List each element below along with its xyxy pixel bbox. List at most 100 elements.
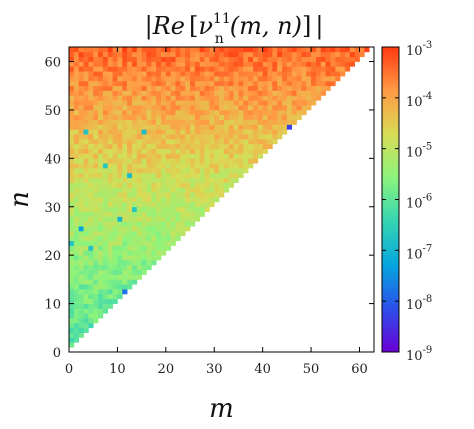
heatmap-cell [296, 56, 302, 62]
heatmap-cell [190, 76, 196, 82]
heatmap-cell [238, 47, 244, 53]
heatmap-cell [73, 187, 80, 193]
x-tick-label: 20 [158, 362, 175, 377]
heatmap-cell [214, 148, 220, 154]
heatmap-cell [170, 153, 176, 159]
heatmap-cell [219, 90, 225, 96]
heatmap-cell [127, 279, 133, 285]
heatmap-cell [165, 240, 172, 246]
heatmap-cell [141, 143, 147, 150]
heatmap-cell [122, 172, 128, 179]
heatmap-cell [102, 235, 109, 242]
heatmap-cell [330, 47, 336, 53]
heatmap-cell [98, 163, 104, 169]
heatmap-cell [88, 260, 94, 266]
heatmap-cell [233, 76, 239, 82]
heatmap-cell [243, 114, 249, 120]
heatmap-cell [102, 264, 109, 271]
heatmap-cell [248, 66, 254, 72]
heatmap-cell [233, 61, 239, 67]
heatmap-cell [78, 269, 84, 275]
heatmap-cell [146, 138, 152, 145]
heatmap-cell [277, 105, 283, 111]
heatmap-cell [93, 114, 99, 120]
heatmap-cell [93, 221, 99, 227]
heatmap-cell [88, 235, 94, 242]
heatmap-cell [73, 51, 80, 58]
colorbar-ticks: 10-310-410-510-610-710-810-9 [382, 40, 432, 364]
heatmap-cell [194, 105, 201, 111]
heatmap-cell [156, 66, 162, 72]
heatmap-cell [243, 56, 249, 62]
heatmap-cell [252, 47, 259, 53]
heatmap-cell [257, 61, 264, 67]
heatmap-cell [93, 51, 99, 58]
heatmap-cell [160, 187, 167, 193]
heatmap-cell [136, 114, 142, 120]
heatmap-cells [69, 47, 370, 348]
heatmap-cell [185, 90, 191, 96]
heatmap-cell [78, 158, 84, 164]
heatmap-cell [88, 56, 94, 62]
heatmap-cell [117, 105, 123, 111]
heatmap-cell [223, 163, 230, 169]
heatmap-cell [160, 124, 167, 130]
heatmap-cell [185, 119, 191, 125]
heatmap-cell [78, 114, 84, 120]
heatmap-cell [117, 177, 123, 183]
heatmap-cell [88, 274, 94, 280]
heatmap-cell [248, 85, 254, 91]
heatmap-cell [209, 105, 215, 111]
heatmap-cell [204, 47, 210, 53]
heatmap-cell [228, 134, 234, 140]
heatmap-cell [180, 201, 186, 208]
heatmap-cell [160, 56, 167, 62]
heatmap-cell [209, 119, 215, 125]
y-tick-label: 10 [44, 298, 61, 313]
heatmap-cell [127, 255, 133, 261]
heatmap-cell [306, 71, 312, 77]
heatmap-cell [252, 51, 259, 58]
heatmap-cell [69, 240, 75, 246]
heatmap-cell [228, 51, 234, 58]
heatmap-cell [282, 80, 288, 87]
heatmap-cell [330, 66, 336, 72]
heatmap-cell [248, 124, 254, 130]
heatmap-cell [219, 168, 225, 174]
heatmap-cell [93, 313, 99, 319]
heatmap-cell [180, 109, 186, 116]
heatmap-cell [199, 206, 205, 212]
heatmap-cell [73, 148, 80, 154]
heatmap-cell [219, 182, 225, 188]
heatmap-cell [228, 158, 234, 164]
heatmap-cell [73, 235, 80, 242]
heatmap-cell [223, 168, 230, 174]
heatmap-cell [98, 201, 104, 208]
heatmap-cell [93, 293, 99, 300]
heatmap-cell [112, 105, 118, 111]
heatmap-cell [185, 187, 191, 193]
heatmap-cell [238, 148, 244, 154]
heatmap-cell [83, 119, 89, 125]
heatmap-cell [69, 274, 75, 280]
heatmap-cell [156, 240, 162, 246]
heatmap-cell [127, 226, 133, 232]
heatmap-cell [117, 279, 123, 285]
heatmap-cell [122, 177, 128, 183]
heatmap-cell [325, 47, 331, 53]
heatmap-cell [73, 197, 80, 203]
heatmap-cell [160, 182, 167, 188]
heatmap-cell [102, 61, 109, 67]
heatmap-cell [223, 95, 230, 101]
heatmap-cell [175, 71, 181, 77]
heatmap-cell [102, 114, 109, 120]
heatmap-cell [127, 240, 133, 246]
heatmap-cell [190, 168, 196, 174]
heatmap-cell [69, 235, 75, 242]
heatmap-cell [199, 80, 205, 87]
heatmap-cell [93, 172, 99, 179]
heatmap-cell [69, 298, 75, 304]
heatmap-cell [252, 153, 259, 159]
heatmap-cell [69, 201, 75, 208]
heatmap-cell [223, 71, 230, 77]
